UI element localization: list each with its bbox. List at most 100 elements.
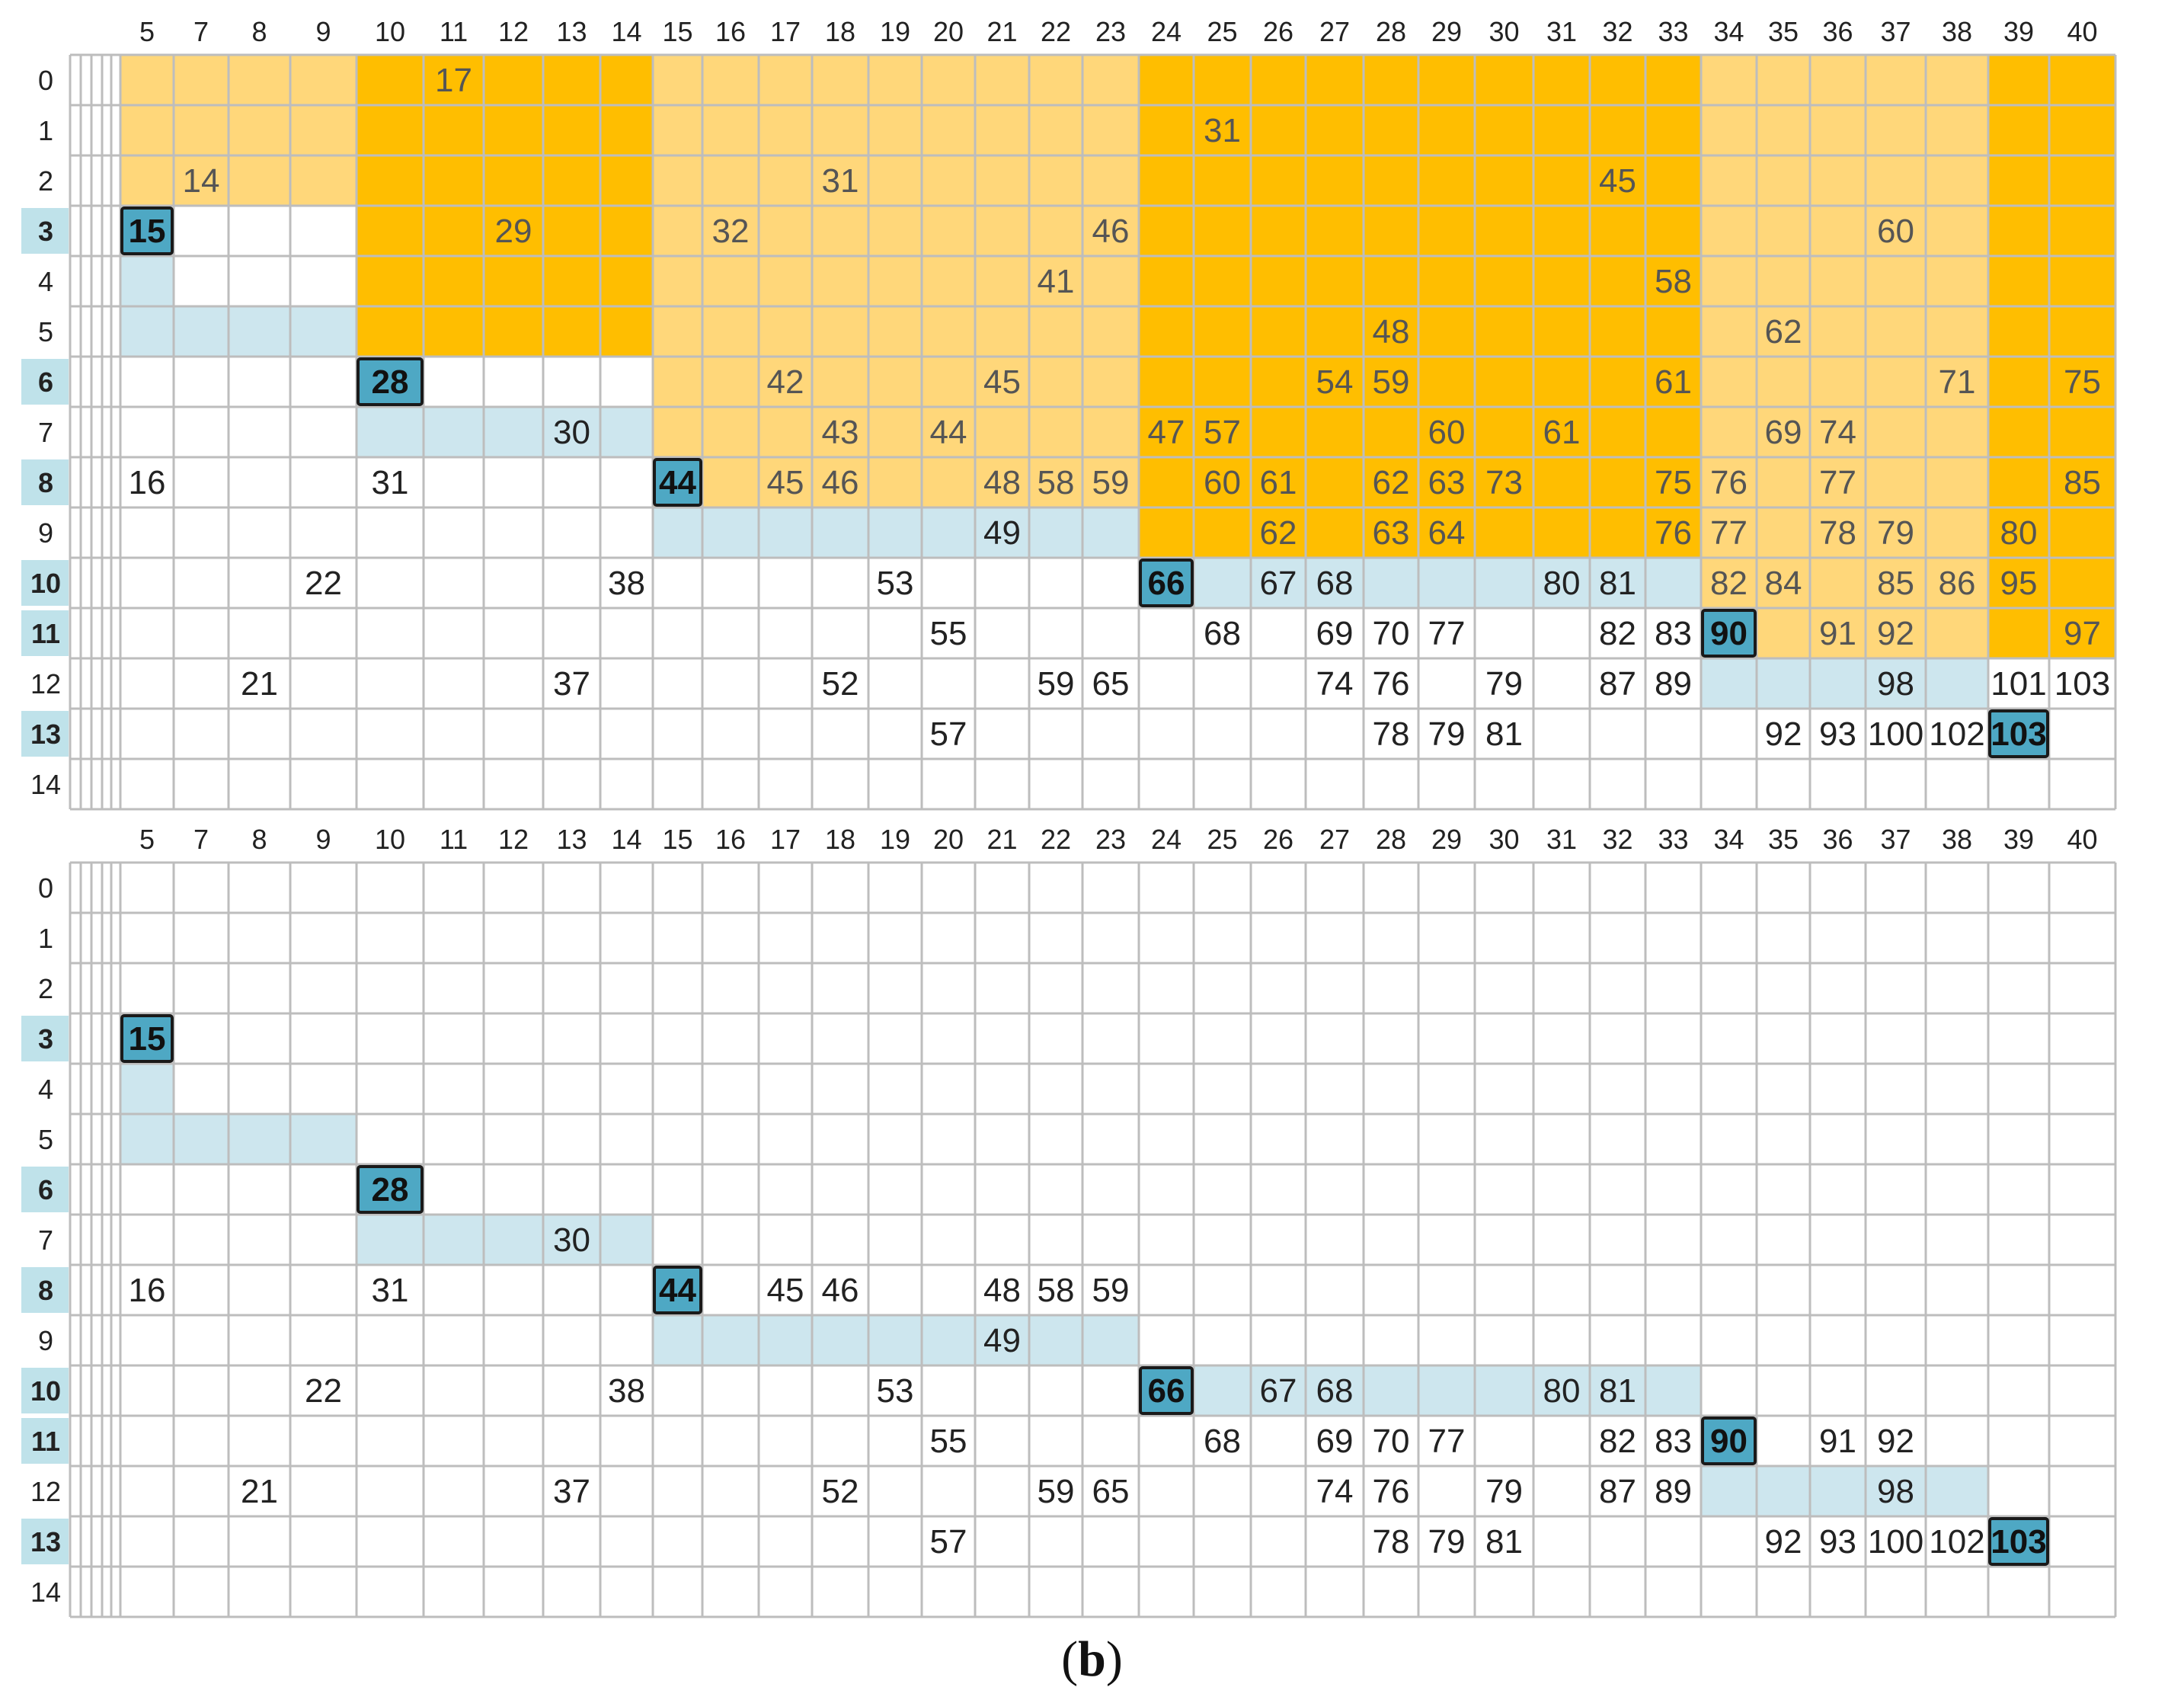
cell-value: 29 — [495, 213, 532, 250]
column-header: 28 — [1376, 16, 1406, 47]
row-label: 4 — [38, 266, 53, 297]
column-header: 40 — [2067, 824, 2097, 855]
row-label: 1 — [38, 115, 53, 146]
panel-bottom: 5 7 8 9 10 11 12 13 14 15 16 17 18 19 20 21 22 23 24 25 26 27… — [21, 824, 2117, 1618]
row-label: 10 — [30, 568, 61, 599]
column-header: 20 — [933, 16, 964, 47]
path-cell — [1926, 658, 1988, 709]
cell-value: 69 — [1765, 414, 1802, 451]
cell-value: 98 — [1877, 1473, 1914, 1510]
cell-value: 52 — [822, 665, 859, 703]
cell-value: 37 — [553, 665, 590, 703]
cell-value: 87 — [1599, 1473, 1636, 1510]
column-header: 25 — [1207, 824, 1237, 855]
cell-value: 89 — [1655, 665, 1692, 703]
anchor-value: 44 — [659, 1272, 696, 1309]
cell-value: 101 — [1991, 665, 2046, 703]
path-cell — [543, 1215, 600, 1265]
path-cell — [174, 306, 229, 357]
column-header: 18 — [825, 16, 855, 47]
cell-value: 57 — [930, 1523, 967, 1561]
cell-value: 30 — [553, 414, 590, 451]
column-header: 37 — [1880, 824, 1911, 855]
cell-value: 78 — [1373, 1523, 1410, 1561]
light-region — [120, 55, 357, 206]
cell-value: 53 — [877, 1372, 914, 1410]
path-cell — [1701, 1466, 1757, 1516]
cell-value: 46 — [1092, 213, 1130, 250]
cell-value: 32 — [712, 213, 750, 250]
column-header: 24 — [1151, 16, 1182, 47]
column-header: 38 — [1942, 824, 1972, 855]
cell-value: 61 — [1543, 414, 1581, 451]
path-cell — [922, 1315, 975, 1365]
cell-value: 76 — [1373, 1473, 1410, 1510]
column-header: 40 — [2067, 16, 2097, 47]
path-cell — [812, 1315, 868, 1365]
path-cell — [120, 256, 174, 306]
path-cell — [1533, 558, 1590, 608]
cell-value: 69 — [1316, 615, 1354, 652]
path-cell — [290, 1114, 357, 1164]
row-label-highlight — [21, 1418, 69, 1464]
cell-value: 31 — [822, 162, 859, 200]
column-header: 13 — [556, 16, 587, 47]
cell-value: 77 — [1428, 1423, 1466, 1460]
cell-value: 45 — [767, 1272, 804, 1309]
path-cell — [1418, 558, 1475, 608]
path-cell — [1866, 658, 1926, 709]
path-cell — [653, 1315, 702, 1365]
cell-value: 46 — [822, 1272, 859, 1309]
column-header: 21 — [986, 16, 1017, 47]
row-label: 3 — [38, 216, 53, 247]
row-label: 2 — [38, 973, 53, 1004]
cell-value: 102 — [1929, 715, 1984, 753]
column-header: 18 — [825, 824, 855, 855]
caption-close-paren: ) — [1105, 1631, 1123, 1687]
path-cell — [120, 306, 174, 357]
row-label: 9 — [38, 517, 53, 549]
cell-value: 55 — [930, 1423, 967, 1460]
cell-value: 65 — [1092, 1473, 1130, 1510]
path-cell — [1029, 1315, 1082, 1365]
cell-value: 93 — [1819, 1523, 1856, 1561]
column-header: 39 — [2003, 16, 2034, 47]
column-header: 5 — [139, 824, 155, 855]
anchor-cell — [120, 206, 174, 255]
column-header: 8 — [251, 16, 267, 47]
cell-value: 30 — [553, 1221, 590, 1259]
path-cell — [1364, 1365, 1418, 1416]
column-header: 22 — [1041, 16, 1071, 47]
cell-value: 79 — [1428, 1523, 1466, 1561]
cell-value: 85 — [1877, 565, 1914, 602]
anchor-cell — [1701, 609, 1757, 658]
cell-value: 81 — [1485, 1523, 1523, 1561]
column-header: 28 — [1376, 824, 1406, 855]
path-cell — [922, 507, 975, 558]
path-cell — [229, 1114, 290, 1164]
column-header: 11 — [440, 824, 468, 855]
path-cell — [424, 407, 484, 457]
cell-value: 69 — [1316, 1423, 1354, 1460]
column-header: 19 — [880, 824, 910, 855]
cell-value: 43 — [822, 414, 859, 451]
cell-value: 78 — [1373, 715, 1410, 753]
cell-value: 45 — [767, 464, 804, 501]
anchor-cell — [1988, 1517, 2049, 1566]
cell-value: 77 — [1428, 615, 1466, 652]
column-header: 30 — [1489, 16, 1519, 47]
cell-value: 65 — [1092, 665, 1130, 703]
path-cell — [424, 1215, 484, 1265]
cell-value: 70 — [1373, 615, 1410, 652]
path-cell — [653, 507, 702, 558]
path-cell — [1306, 558, 1364, 608]
anchor-cell — [653, 1266, 702, 1314]
column-header: 22 — [1041, 824, 1071, 855]
cell-value: 60 — [1428, 414, 1466, 451]
column-header: 10 — [375, 824, 405, 855]
row-label: 9 — [38, 1325, 53, 1356]
column-header: 17 — [770, 824, 801, 855]
column-header: 31 — [1546, 824, 1577, 855]
row-label: 12 — [30, 1476, 61, 1507]
cell-value: 76 — [1655, 514, 1692, 552]
